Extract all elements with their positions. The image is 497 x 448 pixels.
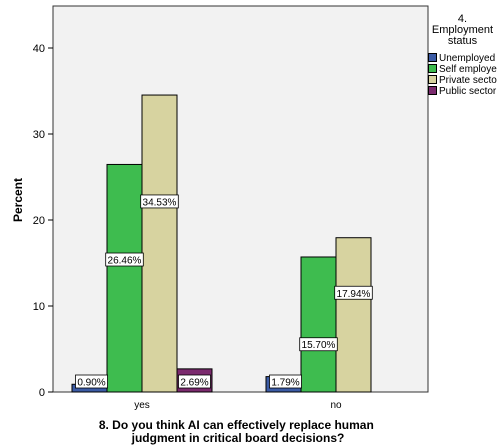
- bars: yes no: [71, 94, 372, 411]
- legend-label-public-sector: Public sector: [439, 86, 497, 97]
- x-tick-label-yes: yes: [134, 400, 150, 411]
- legend-swatch-self-employed: [428, 64, 437, 73]
- y-tick-label-4: 40: [33, 43, 45, 55]
- legend-title: 4. Employment status: [431, 13, 494, 47]
- legend-label-private-sector: Private sector: [439, 75, 497, 86]
- y-tick-label-1: 10: [33, 301, 45, 313]
- y-tick-label-3: 30: [33, 129, 45, 141]
- bar-yes-private-sector: [141, 94, 178, 393]
- y-tick-label-2: 20: [33, 215, 45, 227]
- data-label-no-self-employed: 15.70%: [302, 340, 336, 351]
- data-label-yes-public-sector: 2.69%: [180, 378, 208, 389]
- x-axis-label-line-1: 8. Do you think AI can effectively repla…: [99, 418, 374, 432]
- data-label-no-unemployed: 1.79%: [271, 378, 299, 389]
- data-label-box-no-private-sector: [334, 285, 373, 300]
- y-axis-label: Percent: [11, 178, 25, 222]
- legend-item-public-sector: Public sector: [428, 86, 497, 97]
- bar-no-self-employed: [300, 256, 337, 393]
- x-axis-label-line-2: judgment in critical board decisions?: [131, 431, 345, 445]
- data-label-no-private-sector: 17.94%: [337, 289, 371, 300]
- data-labels: 0.90% 26.46% 34.53% 2.69% 1.79% 15.70% 17.94%: [75, 194, 373, 389]
- data-label-box-yes-private-sector: [140, 194, 179, 209]
- data-label-yes-private-sector: 34.53%: [143, 197, 177, 208]
- data-label-yes-unemployed: 0.90%: [77, 378, 105, 389]
- data-label-yes-self-employed: 26.46%: [108, 256, 142, 267]
- data-label-box-no-unemployed: [269, 374, 302, 389]
- legend-label-self-employed: Self employed: [439, 64, 497, 75]
- y-tick-label-0: 0: [39, 387, 45, 399]
- legend-swatch-unemployed: [428, 53, 437, 62]
- data-label-box-yes-public-sector: [178, 374, 211, 389]
- legend-item-self-employed: Self employed: [428, 64, 497, 75]
- legend-swatch-private-sector: [428, 75, 437, 84]
- bar-yes-self-employed: [106, 163, 143, 393]
- bar-no-private-sector: [335, 237, 372, 393]
- legend-swatch-public-sector: [428, 86, 437, 95]
- x-tick-label-no: no: [330, 400, 342, 411]
- axes: 0 10 20 30 40: [33, 43, 53, 399]
- legend-items: Unemployed Self employed Private sector …: [428, 53, 497, 97]
- data-label-box-yes-unemployed: [75, 374, 108, 389]
- data-label-box-no-self-employed: [299, 337, 338, 352]
- x-axis-label: 8. Do you think AI can effectively repla…: [99, 418, 377, 445]
- legend-item-unemployed: Unemployed: [428, 53, 497, 64]
- legend-item-private-sector: Private sector: [428, 75, 497, 86]
- legend-label-unemployed: Unemployed: [439, 53, 496, 64]
- data-label-box-yes-self-employed: [105, 252, 144, 267]
- legend: 4. Employment status Unemployed Self emp…: [428, 14, 497, 97]
